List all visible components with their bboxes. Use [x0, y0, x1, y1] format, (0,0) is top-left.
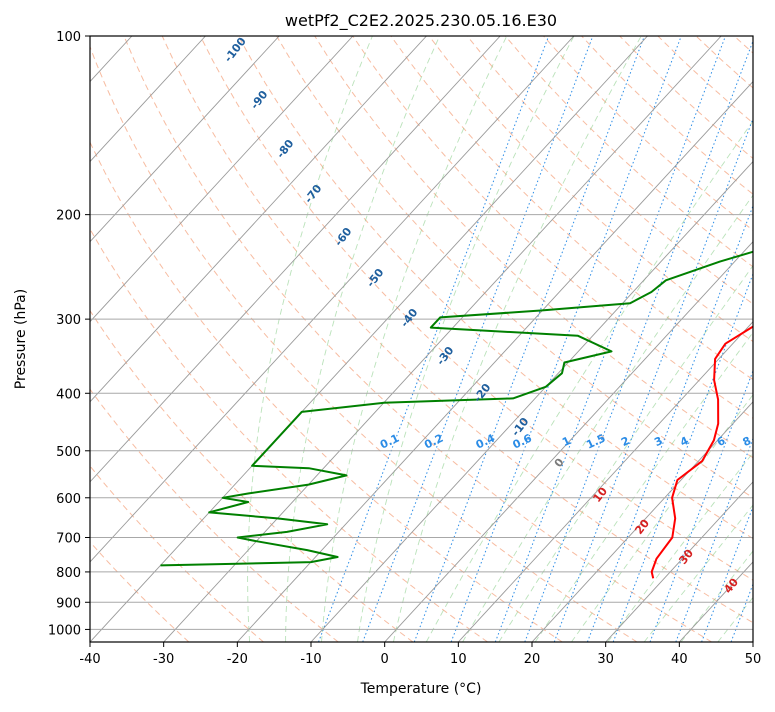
x-tick-label: 50: [745, 652, 762, 667]
y-axis-label: Pressure (hPa): [13, 289, 29, 389]
x-tick-label: -20: [227, 652, 248, 667]
y-tick-label: 400: [56, 387, 81, 402]
chart-title: wetPf2_C2E2.2025.230.05.16.E30: [285, 11, 557, 31]
x-axis-label: Temperature (°C): [360, 681, 482, 697]
y-tick-label: 100: [56, 30, 81, 45]
y-tick-label: 800: [56, 566, 81, 581]
y-tick-label: 300: [56, 313, 81, 328]
y-tick-label: 700: [56, 532, 81, 547]
y-tick-label: 1000: [48, 623, 81, 638]
y-tick-label: 600: [56, 492, 81, 507]
x-tick-label: 20: [524, 652, 541, 667]
y-tick-label: 500: [56, 445, 81, 460]
x-tick-label: 0: [381, 652, 389, 667]
x-tick-label: 30: [597, 652, 614, 667]
y-tick-label: 200: [56, 209, 81, 224]
x-tick-label: 10: [450, 652, 467, 667]
x-tick-label: -40: [79, 652, 100, 667]
x-tick-label: 40: [671, 652, 688, 667]
x-tick-label: -10: [300, 652, 321, 667]
y-tick-label: 900: [56, 596, 81, 611]
x-tick-label: -30: [153, 652, 174, 667]
